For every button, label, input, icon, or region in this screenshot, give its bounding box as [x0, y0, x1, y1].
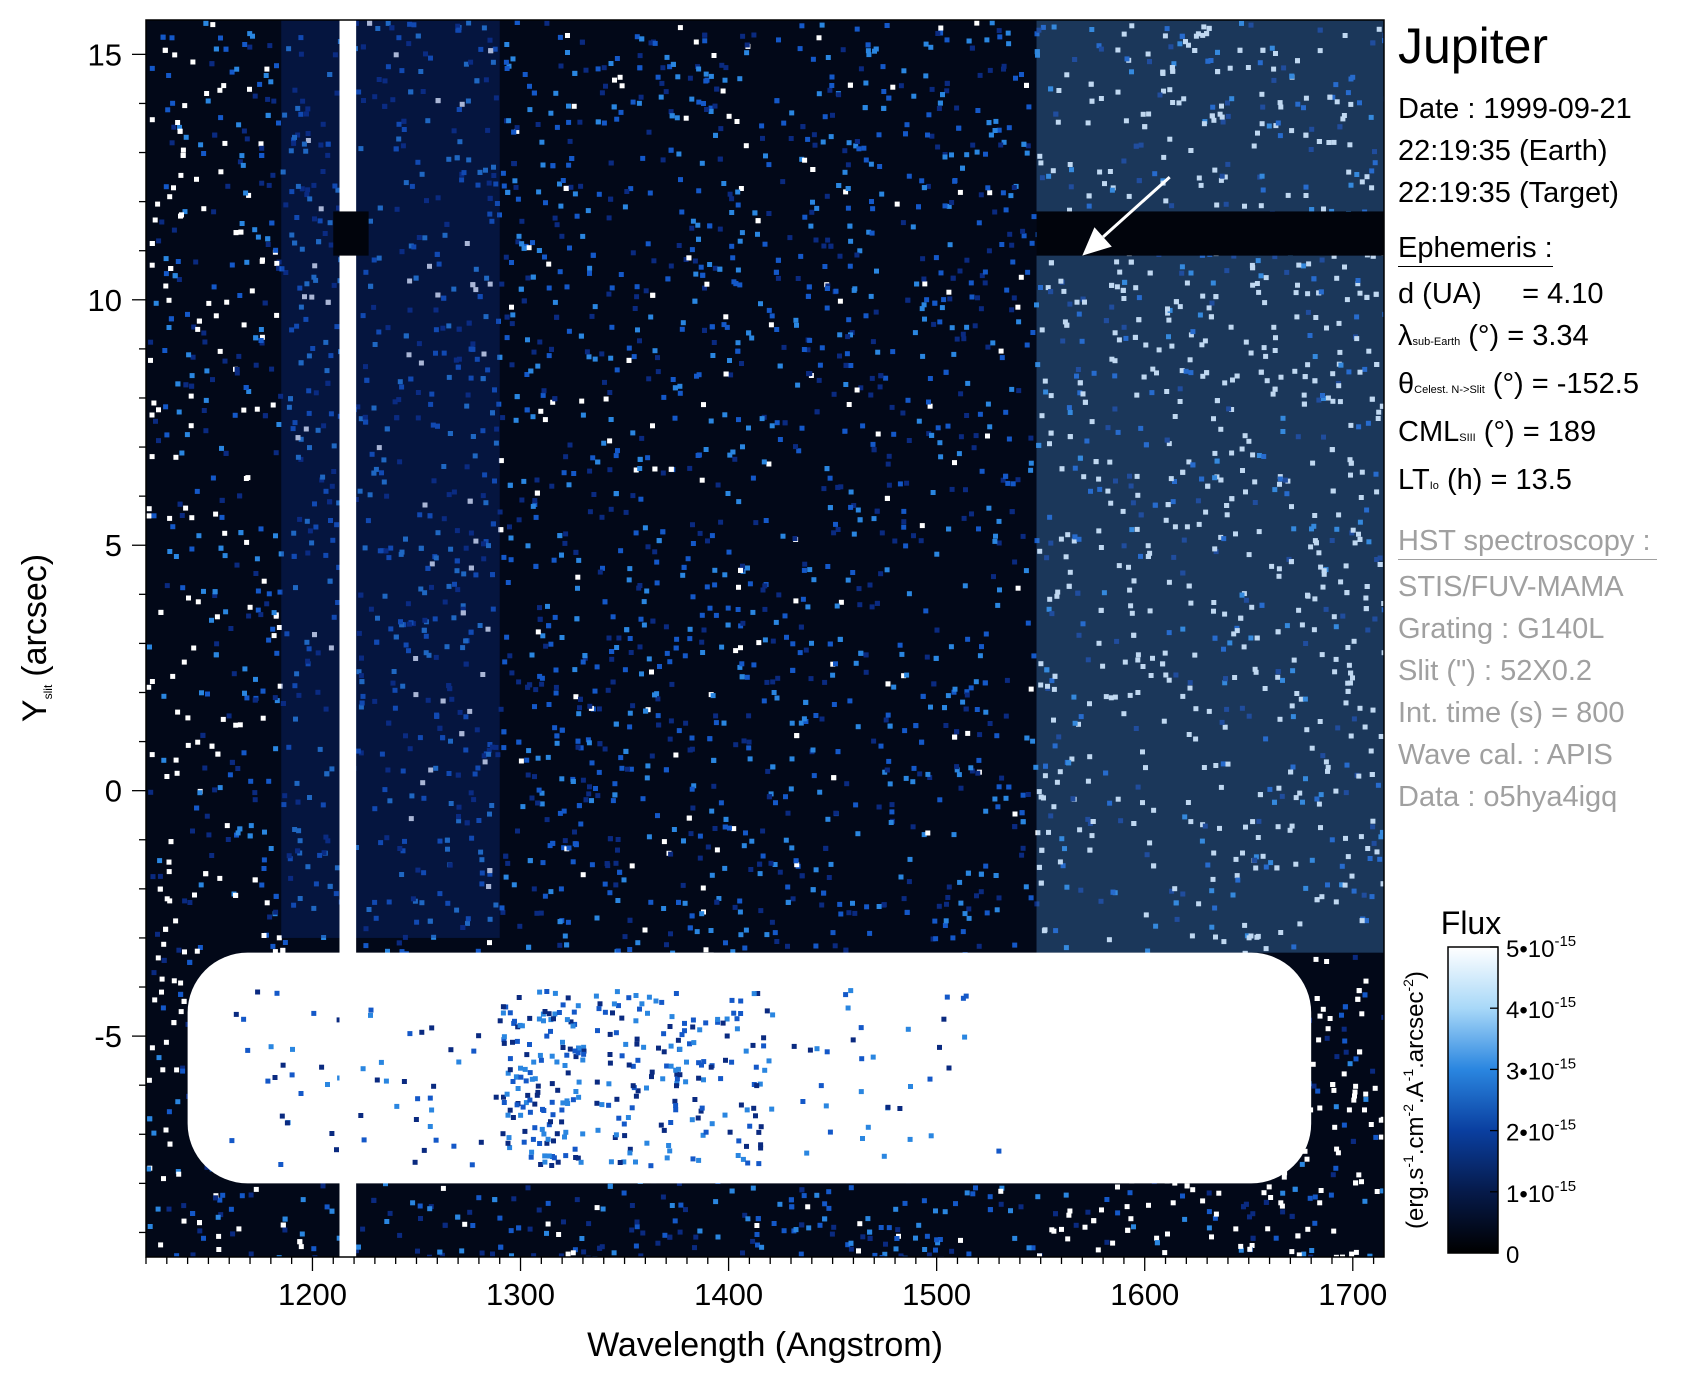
x-axis-label: Wavelength (Angstrom)	[587, 1326, 943, 1364]
x-tick-label: 1500	[902, 1277, 971, 1312]
band-absorption-texture	[229, 988, 1002, 1169]
y-tick-label: 0	[105, 774, 122, 809]
x-tick-label: 1400	[694, 1277, 763, 1312]
colorbar-tick-label: 2•10-15	[1506, 1117, 1576, 1147]
pixel-noise	[146, 20, 1384, 1257]
y-axis-label-sub: slit	[41, 684, 55, 699]
colorbar: Flux 5•10-15 4•10-15 3•10-15 2•10-15 1•10-15…	[1400, 905, 1576, 1269]
arrow-annotation	[1102, 175, 1171, 239]
y-tick-label: 5	[105, 528, 122, 563]
observation-info-panel: Jupiter Date : 1999-09-21 22:19:35 (Eart…	[1398, 18, 1678, 818]
x-tick-label: 1600	[1110, 1277, 1179, 1312]
x-tick-label: 1700	[1318, 1277, 1387, 1312]
slit-bar-gap	[333, 211, 369, 256]
target-name: Jupiter	[1398, 18, 1549, 74]
io-local-time: LTIo (h) = 13.5	[1398, 464, 1572, 496]
y-tick-label: 15	[88, 37, 122, 72]
colorbar-tick-label: 5•10-15	[1506, 933, 1576, 963]
colorbar-tick-label: 1•10-15	[1506, 1178, 1576, 1208]
target-time: 22:19:35 (Target)	[1398, 177, 1619, 209]
x-axis: 1200 1300 1400 1500 1600 1700	[145, 1257, 1387, 1312]
wave-calibration-line: Wave cal. : APIS	[1398, 739, 1613, 771]
y-axis-label-main: Y	[16, 699, 54, 722]
y-tick-label: 10	[88, 283, 122, 318]
ephemeris-title: Ephemeris :	[1398, 230, 1553, 267]
bright-band	[187, 952, 1312, 1184]
colorbar-title: Flux	[1441, 905, 1501, 941]
earth-time: 22:19:35 (Earth)	[1398, 135, 1608, 167]
colorbar-tick-label: 4•10-15	[1506, 994, 1576, 1024]
colorbar-tick-label: 0	[1506, 1242, 1519, 1269]
plot-frame	[145, 19, 1385, 1258]
instrument-line: STIS/FUV-MAMA	[1398, 571, 1624, 603]
date-line: Date : 1999-09-21	[1398, 93, 1632, 125]
slit-angle: θCelest. N->Slit (°) = -152.5	[1398, 368, 1639, 400]
integration-time-line: Int. time (s) = 800	[1398, 697, 1625, 729]
colorbar-label: (erg.s-1.cm-2.A-1.arcsec-2)	[1400, 971, 1429, 1229]
blue-haze-right	[1036, 20, 1384, 953]
lyman-alpha-line	[339, 20, 357, 1257]
central-meridian-longitude: CMLSIII (°) = 189	[1398, 416, 1597, 448]
y-axis-label-unit: (arcsec)	[16, 554, 54, 677]
slit-line: Slit (") : 52X0.2	[1398, 655, 1593, 687]
y-axis-label: Yslit (arcsec)	[16, 554, 55, 722]
colorbar-tick-label: 3•10-15	[1506, 1055, 1576, 1085]
y-axis: 15 10 5 0 -5	[88, 37, 146, 1234]
colorbar-ticks: 5•10-15 4•10-15 3•10-15 2•10-15 1•10-15 0	[1490, 933, 1576, 1269]
dataset-id-line: Data : o5hya4igq	[1398, 781, 1618, 813]
distance-line: d (UA) = 4.10	[1398, 278, 1604, 310]
arrow-head	[1082, 227, 1112, 256]
hst-title: HST spectroscopy :	[1398, 523, 1657, 560]
x-tick-label: 1200	[278, 1277, 347, 1312]
y-tick-label: -5	[94, 1019, 122, 1054]
sub-earth-latitude: λsub-Earth (°) = 3.34	[1398, 320, 1589, 352]
grating-line: Grating : G140L	[1398, 613, 1605, 645]
blue-haze-left	[281, 20, 500, 938]
x-tick-label: 1300	[486, 1277, 555, 1312]
colorbar-scale	[1447, 946, 1499, 1254]
spectral-image	[146, 20, 1384, 1257]
